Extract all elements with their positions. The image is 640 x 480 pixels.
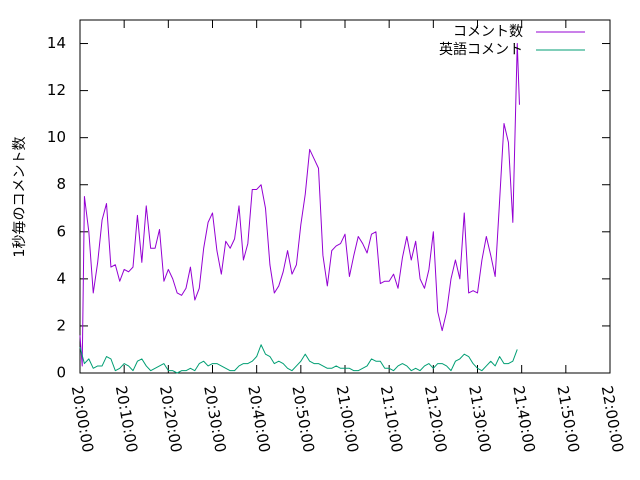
y-axis: 0 2 4 6 8 10 12 14 [47,34,610,382]
x-tick-label: 21:30:00 [465,384,494,453]
plot-frame [79,19,611,374]
series-line-1 [79,43,520,367]
y-tick-label: 4 [56,269,66,287]
x-tick-label: 21:20:00 [421,384,450,453]
series-line-2 [79,344,518,374]
series-layer [79,43,520,374]
y-tick-label: 14 [47,34,66,52]
x-tick-label: 20:30:00 [200,384,229,453]
x-tick-label: 21:50:00 [553,384,582,453]
y-tick-label: 8 [56,175,66,193]
y-tick-label: 0 [56,364,66,382]
x-tick-label: 20:50:00 [288,384,317,453]
x-tick-label: 20:00:00 [68,384,97,453]
legend-label: コメント数 [453,24,523,40]
y-axis-title: 1秒毎のコメント数 [12,137,28,258]
legend-label: 英語コメント [439,41,523,58]
x-tick-label: 21:10:00 [377,384,406,453]
y-tick-label: 2 [56,316,66,334]
x-axis: 20:00:00 20:10:00 20:20:00 20:30:00 20:40:00… [68,20,627,454]
x-tick-label: 20:40:00 [244,384,273,453]
y-tick-label: 6 [56,222,66,240]
x-tick-label: 21:00:00 [333,384,362,453]
x-tick-label: 21:40:00 [509,384,538,453]
x-tick-label: 20:20:00 [156,384,185,453]
x-tick-label: 20:10:00 [112,384,141,453]
y-tick-label: 12 [47,81,66,99]
y-tick-label: 10 [47,128,66,146]
x-tick-label: 22:00:00 [598,384,627,453]
